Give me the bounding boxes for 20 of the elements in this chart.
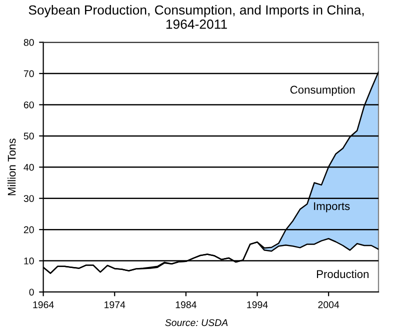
- x-tick-label: 1994: [247, 301, 268, 308]
- y-tick-label: 20: [24, 226, 34, 234]
- x-tick-label: 2004: [318, 301, 340, 308]
- x-tick-label: 1964: [33, 301, 54, 308]
- y-axis-title: Million Tons: [8, 138, 16, 196]
- y-tick-label: 70: [24, 70, 34, 78]
- y-tick-label: 50: [24, 132, 34, 140]
- x-tick-label: 1984: [176, 301, 196, 308]
- text: Production: [317, 270, 368, 278]
- source-note: Source: USDA: [165, 319, 228, 326]
- y-tick-label: 40: [24, 164, 34, 171]
- y-tick-label: 60: [24, 101, 34, 108]
- y-tick-label: 10: [24, 258, 34, 264]
- annotation: Imports: [314, 202, 350, 212]
- y-tick-label: 80: [24, 39, 34, 46]
- chart-title: Soybean Production, Consumption, and Imports in China, 1964-2011: [28, 4, 364, 29]
- x-tick-label: 1974: [104, 301, 126, 308]
- y-tick-label: 30: [24, 195, 34, 202]
- y-tick-label: 0: [29, 288, 34, 296]
- series-label: Consumption: [290, 86, 355, 96]
